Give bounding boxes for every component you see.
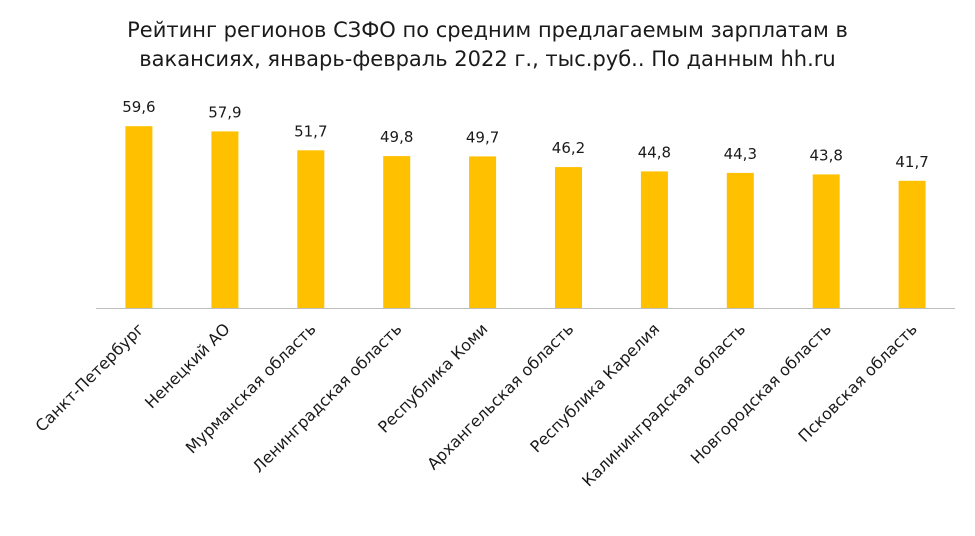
category-label: Новгородская область	[687, 319, 835, 467]
bar	[812, 174, 840, 308]
bar-value-label: 49,8	[380, 128, 413, 146]
bar	[469, 156, 497, 308]
bar-value-label: 41,7	[895, 153, 928, 171]
bar	[297, 150, 325, 308]
bar	[211, 131, 239, 308]
bar-value-label: 44,3	[724, 145, 757, 163]
bar	[383, 156, 411, 308]
category-label: Ненецкий АО	[141, 319, 234, 412]
bar-value-label: 49,7	[466, 128, 499, 146]
bar-value-label: 46,2	[552, 139, 585, 157]
bar	[555, 167, 582, 308]
chart-title-line-1: Рейтинг регионов СЗФО по средним предлаг…	[127, 18, 848, 42]
bar-value-label: 57,9	[208, 103, 241, 121]
bar	[726, 172, 754, 308]
category-label: Санкт-Петербург	[32, 319, 148, 435]
bar-value-label: 51,7	[294, 122, 327, 140]
category-label: Ленинградская область	[249, 319, 406, 476]
bars-layer	[125, 126, 926, 308]
bar-value-label: 59,6	[122, 98, 155, 116]
category-label: Архангельская область	[423, 319, 577, 473]
bar-value-label: 43,8	[809, 146, 842, 164]
bar-value-label: 44,8	[638, 143, 671, 161]
chart-title: Рейтинг регионов СЗФО по средним предлаг…	[0, 16, 975, 74]
category-label: Калининградская область	[578, 319, 749, 490]
chart-title-line-2: вакансиях, январь-февраль 2022 г., тыс.р…	[139, 47, 836, 71]
bar	[125, 126, 153, 308]
bar	[640, 171, 668, 308]
bar	[898, 180, 926, 308]
value-labels-layer: 59,6 57,9 51,7 49,8 49,7 46,2 44,8 44,3 43,8 41,7	[122, 98, 929, 171]
